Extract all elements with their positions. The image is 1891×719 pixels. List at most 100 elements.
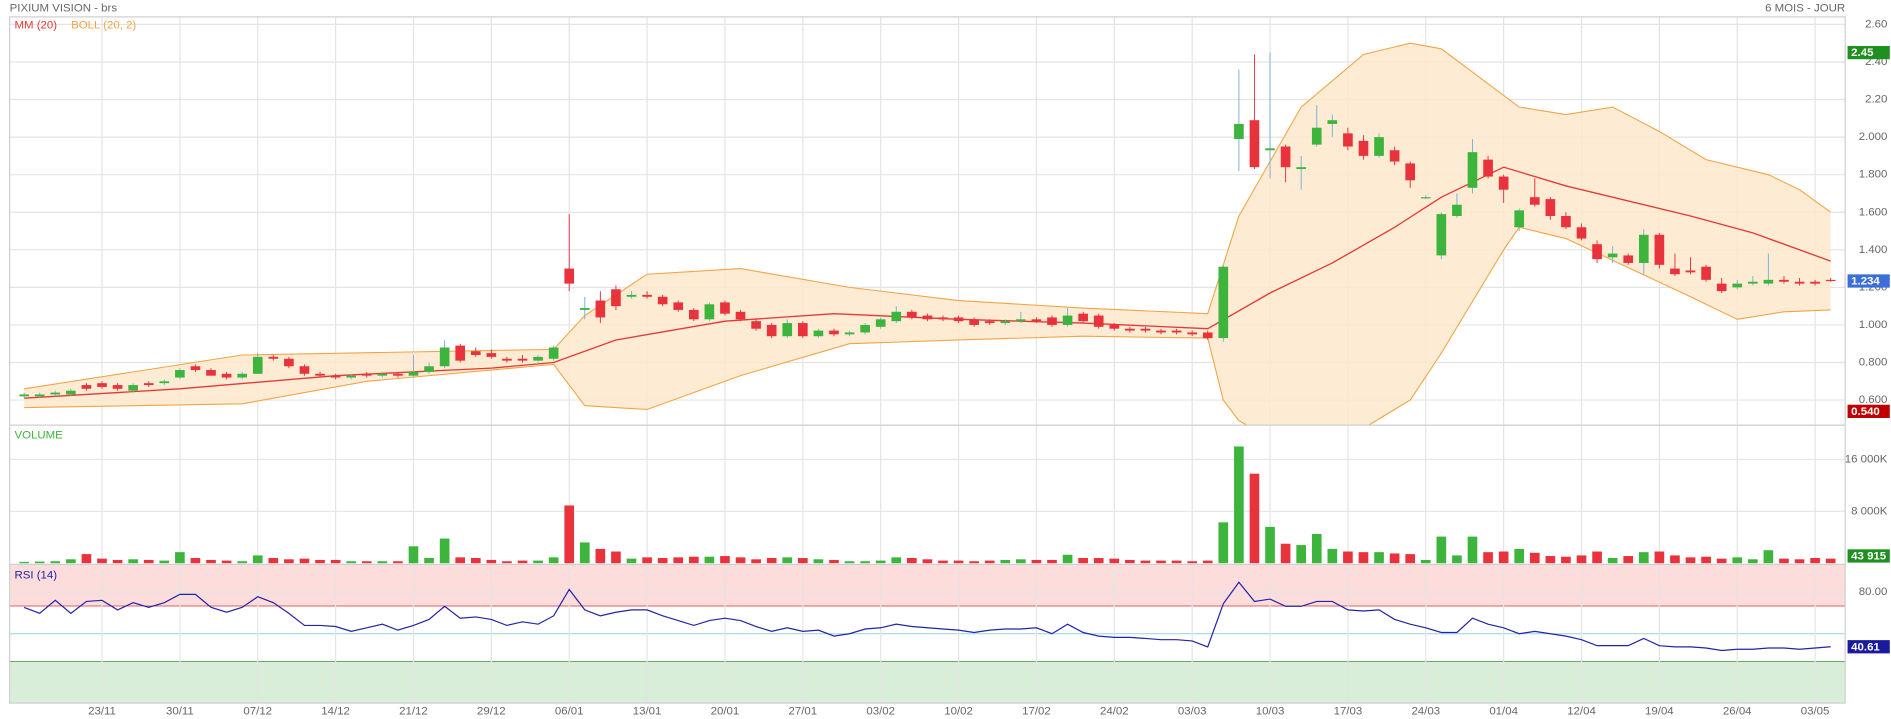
candle-body xyxy=(1747,281,1758,284)
candle-body xyxy=(1140,328,1151,331)
candle-body xyxy=(1638,234,1649,263)
x-tick-label: 03/02 xyxy=(866,706,895,718)
candle-body xyxy=(922,315,933,320)
candle-body xyxy=(143,383,154,386)
volume-bar xyxy=(626,558,637,564)
candle-body xyxy=(1109,324,1120,329)
volume-bar xyxy=(1452,555,1462,564)
volume-bar xyxy=(1514,548,1525,564)
candle-body xyxy=(237,373,247,378)
volume-bar xyxy=(1685,557,1696,564)
volume-bar xyxy=(688,556,699,564)
volume-bar xyxy=(1249,473,1260,564)
volume-bar xyxy=(1810,558,1820,564)
legend-volume: VOLUME xyxy=(14,429,63,441)
candle-body xyxy=(1529,197,1540,205)
candle-body xyxy=(1685,270,1696,273)
volume-bar xyxy=(1498,551,1509,564)
volume-bar xyxy=(190,558,201,564)
y-tick-label: 2.60 xyxy=(1865,18,1887,30)
x-tick-label: 24/02 xyxy=(1100,706,1129,718)
y-tick-label: 2.000 xyxy=(1859,131,1888,143)
candle-body xyxy=(1296,167,1307,170)
candle-body xyxy=(1732,283,1743,288)
volume-bar xyxy=(1405,554,1416,564)
price-badge xyxy=(1847,45,1890,60)
candle-body xyxy=(97,383,107,387)
volume-bar xyxy=(486,559,497,564)
candle-body xyxy=(782,323,793,337)
candle-body xyxy=(938,317,948,320)
volume-bar xyxy=(439,538,450,564)
volume-bar xyxy=(1187,561,1197,564)
y-tick-label: 16 000K xyxy=(1845,453,1888,465)
volume-bar xyxy=(1545,556,1556,564)
candle-body xyxy=(1779,279,1789,282)
volume-bar xyxy=(517,560,528,564)
volume-bar xyxy=(1732,557,1743,564)
volume-bar xyxy=(1779,558,1789,564)
y-tick-label: 1.400 xyxy=(1859,244,1888,256)
volume-bar xyxy=(330,559,341,564)
legend-bollinger: BOLL (20, 2) xyxy=(71,19,136,31)
volume-bar xyxy=(564,505,575,564)
candle-body xyxy=(346,375,357,378)
candle-body xyxy=(34,394,45,397)
y-tick-label: 80.00 xyxy=(1859,586,1888,598)
candle-body xyxy=(502,358,512,361)
volume-bar xyxy=(175,552,185,564)
price-badge xyxy=(1847,640,1890,654)
volume-bar xyxy=(112,559,123,564)
axis-labels: 23/11 30/11 07/12 14/12 21/12 29/12 06/01 13/01… xyxy=(88,18,1890,718)
candle-body xyxy=(159,381,170,384)
candle-body xyxy=(1311,127,1322,145)
candle-body xyxy=(1125,328,1135,331)
volume-bar xyxy=(66,559,76,564)
candle-body xyxy=(284,358,294,367)
candle-body xyxy=(1794,281,1805,284)
volume-bar xyxy=(782,557,793,564)
volume-bar xyxy=(1701,556,1711,564)
candle-body xyxy=(299,366,310,374)
candle-body xyxy=(1483,159,1493,177)
candle-body xyxy=(128,385,138,391)
volume-bar xyxy=(1343,551,1353,564)
candle-body xyxy=(657,296,668,305)
volume-bar xyxy=(813,559,824,564)
volume-bar xyxy=(735,557,746,564)
x-tick-label: 17/03 xyxy=(1334,706,1363,718)
price-badge xyxy=(1847,549,1890,563)
y-tick-label: 0.600 xyxy=(1859,394,1888,406)
candle-body xyxy=(844,332,855,335)
candle-body xyxy=(875,319,886,327)
volume-bar xyxy=(361,561,372,564)
candle-body xyxy=(1202,332,1213,339)
candle-body xyxy=(1701,266,1711,280)
candle-body xyxy=(595,300,606,318)
volume-bar xyxy=(346,561,357,564)
volume-bar xyxy=(953,560,964,564)
volume-bar xyxy=(1638,552,1649,564)
volume-bar xyxy=(19,561,29,564)
volume-bar xyxy=(81,554,92,564)
candle-body xyxy=(953,317,964,322)
volume-bar xyxy=(844,561,855,564)
volume-bar xyxy=(1436,536,1447,564)
x-tick-label: 01/04 xyxy=(1489,706,1518,718)
x-tick-label: 14/12 xyxy=(321,706,350,718)
x-tick-label: 29/12 xyxy=(477,706,506,718)
candle-body xyxy=(564,268,575,284)
volume-bar xyxy=(642,557,652,564)
candle-body xyxy=(361,373,372,376)
volume-bar xyxy=(1483,552,1493,564)
price-badge xyxy=(1847,274,1890,288)
volume-bar xyxy=(1654,551,1665,564)
candle-body xyxy=(1623,255,1634,263)
volume-bar xyxy=(1078,558,1088,564)
volume-bar xyxy=(938,560,948,564)
rsi-zone xyxy=(9,661,1846,704)
volume-bar xyxy=(1374,552,1384,564)
y-tick-label: 2.20 xyxy=(1865,94,1887,106)
candle-body xyxy=(1374,137,1384,156)
